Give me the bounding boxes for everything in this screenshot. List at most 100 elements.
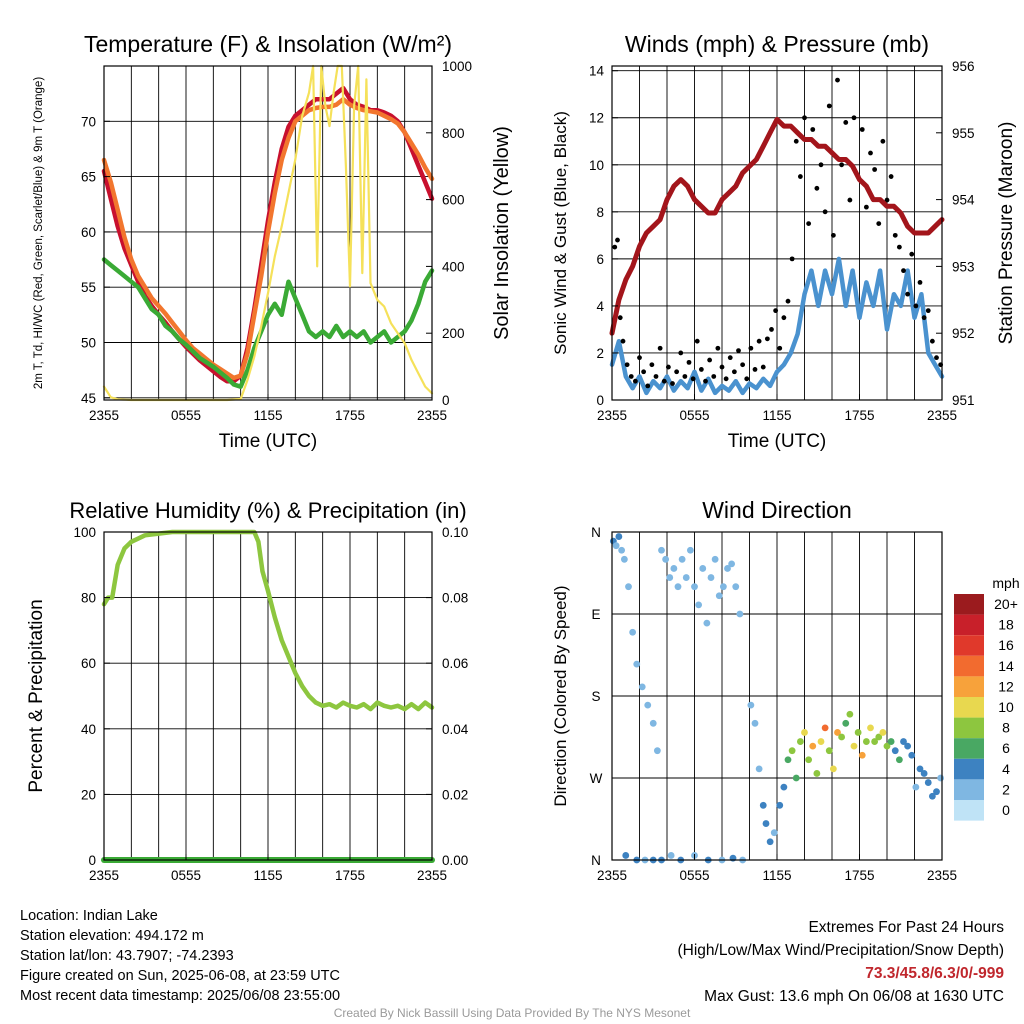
x-tick-label: 0555 <box>679 868 709 883</box>
direction-point <box>724 565 731 572</box>
y2-tick-label: 0.06 <box>442 656 468 671</box>
direction-point <box>805 756 813 764</box>
y-tick-label: 2 <box>596 346 604 361</box>
gust-point <box>731 369 737 375</box>
direction-point <box>615 533 623 540</box>
direction-point <box>776 801 784 809</box>
direction-point <box>937 774 945 782</box>
gust-point <box>901 268 906 274</box>
gust-point <box>682 374 688 379</box>
gust-point <box>835 77 840 83</box>
gust-point <box>888 174 894 179</box>
gust-point <box>715 345 721 351</box>
x-tick-label: 2355 <box>89 408 119 423</box>
y-tick-label: 0 <box>596 393 604 408</box>
y2-tick-label: 0.08 <box>442 591 468 606</box>
y-tick-label: 14 <box>589 64 605 79</box>
direction-point <box>658 546 665 554</box>
direction-point <box>796 738 804 745</box>
gust-point <box>694 338 700 344</box>
direction-point <box>682 574 690 581</box>
y-axis-label: 2m T, Td, HI/WC (Red, Green, Scarlet/Blu… <box>33 77 45 389</box>
direction-point <box>633 660 641 668</box>
x-tick-label: 1155 <box>762 868 791 883</box>
direction-point <box>871 738 879 745</box>
direction-point <box>770 829 778 837</box>
direction-point <box>766 838 774 846</box>
legend-swatch <box>954 697 984 718</box>
y2-tick-label: 0 <box>442 393 450 408</box>
gust-point <box>934 355 939 361</box>
gust-point <box>868 150 873 156</box>
y-tick-label: 12 <box>589 111 604 126</box>
legend-swatch <box>954 758 984 780</box>
y-tick-label: 60 <box>81 656 96 671</box>
direction-point <box>784 756 792 764</box>
gust-point <box>892 232 898 238</box>
direction-point <box>674 583 682 591</box>
gust-point <box>872 167 878 172</box>
direction-point <box>867 724 874 732</box>
direction-point <box>762 820 770 827</box>
direction-point <box>928 792 936 800</box>
direction-point <box>916 765 924 773</box>
gust-point <box>822 209 828 215</box>
gust-point <box>617 315 623 321</box>
station-location: Location: Indian Lake <box>20 908 158 924</box>
direction-point <box>711 555 719 563</box>
direction-point <box>858 751 866 759</box>
gust-point <box>896 244 902 250</box>
gust-point <box>670 381 675 386</box>
gust-point <box>698 367 704 372</box>
x-tick-label: 0555 <box>171 408 201 423</box>
gust-point <box>839 162 845 168</box>
gust-point <box>797 174 803 179</box>
y2-tick-label: 600 <box>442 193 465 208</box>
direction-point <box>644 701 652 709</box>
gust-point <box>719 364 725 370</box>
x-tick-label: 0555 <box>171 868 201 883</box>
direction-point <box>801 729 808 736</box>
gust-point <box>736 348 741 354</box>
gust-point <box>711 374 717 379</box>
direction-point <box>792 774 800 782</box>
direction-point <box>653 747 661 755</box>
gust-point <box>707 357 713 363</box>
direction-point <box>883 742 891 750</box>
gust-point <box>826 103 832 109</box>
legend-label: 16 <box>998 637 1014 653</box>
gust-point <box>876 221 882 226</box>
direction-point <box>686 546 694 554</box>
y2-axis-label: Station Pressure (Maroon) <box>996 122 1017 345</box>
gust-point <box>847 197 853 203</box>
x-tick-label: 1155 <box>253 868 282 883</box>
legend-label: 18 <box>998 617 1014 633</box>
y-tick-label: 8 <box>596 205 604 220</box>
direction-point <box>834 729 841 736</box>
direction-point <box>612 542 620 550</box>
gust-point <box>740 362 746 368</box>
direction-point <box>751 719 759 727</box>
9m-t-line <box>101 96 435 381</box>
legend-label: 10 <box>998 699 1014 715</box>
y-tick-label: 4 <box>596 299 604 314</box>
direction-point <box>920 770 928 777</box>
legend-swatch <box>954 779 984 800</box>
direction-point <box>879 729 887 736</box>
y-tick-label: S <box>591 689 600 704</box>
y-axis-label: Sonic Wind & Gust (Blue, Black) <box>551 111 570 355</box>
direction-point <box>908 751 916 759</box>
direction-point <box>900 738 907 745</box>
y2-tick-label: 0.02 <box>442 787 468 802</box>
direction-point <box>895 756 903 764</box>
gust-point <box>686 359 692 365</box>
gust-point <box>760 364 766 370</box>
y-tick-label: 0 <box>88 853 96 868</box>
x-tick-label: 2355 <box>597 408 627 423</box>
x-tick-label: 1155 <box>762 408 791 423</box>
direction-point <box>846 710 854 718</box>
gust-point <box>880 138 886 144</box>
direction-point <box>809 742 817 750</box>
direction-point <box>649 719 657 727</box>
